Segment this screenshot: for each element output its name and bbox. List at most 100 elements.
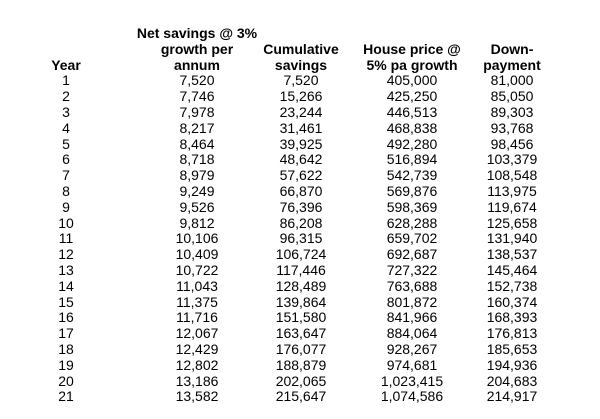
column-header-down-payment: Down- payment <box>483 40 541 73</box>
cell-net-savings: 7,746 <box>179 88 215 105</box>
cell-year: 1 <box>62 72 70 89</box>
cell-net-savings: 9,812 <box>179 214 215 231</box>
cell-house-price: 628,288 <box>386 214 438 231</box>
cell-net-savings: 12,802 <box>175 356 219 373</box>
table-row: 3 7,978 23,244 446,513 89,303 <box>26 103 600 121</box>
table-row: 16 11,716 151,580 841,966 168,393 <box>26 310 600 326</box>
cell-house-price: 492,280 <box>386 135 438 152</box>
cell-down-payment: 125,658 <box>486 214 538 231</box>
cell-year: 16 <box>58 309 74 326</box>
table-row: 11 10,106 96,315 659,702 131,940 <box>26 231 600 247</box>
cell-cumulative-savings: 188,879 <box>275 356 327 373</box>
cell-cumulative-savings: 176,077 <box>275 340 327 357</box>
cell-net-savings: 11,375 <box>176 293 218 310</box>
cell-down-payment: 194,936 <box>486 356 538 373</box>
cell-down-payment: 145,464 <box>486 261 538 278</box>
cell-house-price: 569,876 <box>386 182 438 199</box>
cell-year: 12 <box>58 246 74 263</box>
cell-cumulative-savings: 215,647 <box>275 388 327 405</box>
table-row: 1 7,520 7,520 405,000 81,000 <box>26 73 600 89</box>
cell-year: 2 <box>62 88 70 105</box>
cell-cumulative-savings: 163,647 <box>275 325 327 342</box>
cell-down-payment: 176,813 <box>486 325 538 342</box>
cell-cumulative-savings: 76,396 <box>279 198 323 215</box>
cell-net-savings: 8,718 <box>179 151 215 168</box>
cell-net-savings: 9,526 <box>179 198 215 215</box>
table-row: 20 13,186 202,065 1,023,415 204,683 <box>26 372 600 390</box>
cell-year: 11 <box>58 230 74 247</box>
cell-year: 9 <box>62 198 70 215</box>
table-row: 7 8,979 57,622 542,739 108,548 <box>26 167 600 184</box>
cell-cumulative-savings: 39,925 <box>279 135 323 152</box>
cell-year: 6 <box>62 151 70 168</box>
table-row: 10 9,812 86,208 628,288 125,658 <box>26 214 600 232</box>
cell-year: 4 <box>62 119 70 136</box>
table-row: 12 10,409 106,724 692,687 138,537 <box>26 246 600 263</box>
cell-down-payment: 89,303 <box>490 103 534 120</box>
cell-cumulative-savings: 96,315 <box>279 230 323 247</box>
cell-cumulative-savings: 7,520 <box>283 72 319 89</box>
cell-cumulative-savings: 31,461 <box>279 119 323 136</box>
cell-cumulative-savings: 139,864 <box>275 293 327 310</box>
table-row: 4 8,217 31,461 468,838 93,768 <box>26 119 600 137</box>
cell-net-savings: 13,186 <box>175 372 219 389</box>
cell-house-price: 405,000 <box>386 72 438 89</box>
cell-net-savings: 7,978 <box>179 103 215 120</box>
table-row: 13 10,722 117,446 727,322 145,464 <box>26 261 600 279</box>
cell-down-payment: 160,374 <box>486 293 538 310</box>
cell-year: 10 <box>58 214 74 231</box>
column-header-house-price: House price @ 5% pa growth <box>363 40 461 73</box>
cell-down-payment: 214,917 <box>486 388 538 405</box>
cell-net-savings: 11,043 <box>176 277 218 294</box>
table-row: 21 13,582 215,647 1,074,586 214,917 <box>26 389 600 405</box>
cell-house-price: 763,688 <box>386 277 438 294</box>
cell-house-price: 516,894 <box>386 151 438 168</box>
cell-net-savings: 13,582 <box>175 388 219 405</box>
cell-house-price: 659,702 <box>386 230 438 247</box>
table-row: 19 12,802 188,879 974,681 194,936 <box>26 356 600 374</box>
cell-cumulative-savings: 66,870 <box>279 182 323 199</box>
table-row: 17 12,067 163,647 884,064 176,813 <box>26 325 600 342</box>
table-row: 18 12,429 176,077 928,267 185,653 <box>26 340 600 358</box>
cell-house-price: 727,322 <box>386 261 438 278</box>
cell-net-savings: 11,716 <box>176 309 218 326</box>
cell-cumulative-savings: 23,244 <box>279 103 323 120</box>
cell-down-payment: 103,379 <box>486 151 538 168</box>
table-row: 14 11,043 128,489 763,688 152,738 <box>26 277 600 295</box>
cell-cumulative-savings: 106,724 <box>275 246 327 263</box>
cell-cumulative-savings: 48,642 <box>279 151 323 168</box>
cell-cumulative-savings: 15,266 <box>279 88 323 105</box>
cell-year: 19 <box>58 356 74 373</box>
cell-down-payment: 138,537 <box>486 246 538 263</box>
cell-net-savings: 7,520 <box>179 72 215 89</box>
cell-year: 7 <box>62 167 70 184</box>
column-header-net-savings: Net savings @ 3% growth per annum <box>136 25 258 73</box>
cell-down-payment: 113,975 <box>487 182 537 199</box>
cell-year: 21 <box>58 388 74 405</box>
table-row: 9 9,526 76,396 598,369 119,674 <box>26 198 600 216</box>
cell-down-payment: 93,768 <box>490 119 534 136</box>
cell-net-savings: 12,067 <box>175 325 219 342</box>
cell-house-price: 928,267 <box>386 340 438 357</box>
cell-net-savings: 8,979 <box>179 167 215 184</box>
column-header-year: Year <box>51 56 81 73</box>
table-row: 8 9,249 66,870 569,876 113,975 <box>26 182 600 200</box>
cell-down-payment: 85,050 <box>490 88 534 105</box>
cell-down-payment: 152,738 <box>486 277 538 294</box>
table-row: 6 8,718 48,642 516,894 103,379 <box>26 152 600 168</box>
cell-down-payment: 81,000 <box>490 72 534 89</box>
cell-house-price: 974,681 <box>386 356 438 373</box>
cell-down-payment: 98,456 <box>490 135 534 152</box>
cell-year: 17 <box>58 325 74 342</box>
cell-year: 20 <box>58 372 74 389</box>
cell-down-payment: 108,548 <box>486 167 538 184</box>
cell-year: 5 <box>62 135 70 152</box>
table-body: 1 7,520 7,520 405,000 81,000 2 7,746 15,266 425,… <box>26 73 600 405</box>
column-header-cumulative-savings: Cumulative savings <box>263 40 339 73</box>
cell-year: 3 <box>62 103 70 120</box>
cell-net-savings: 10,409 <box>175 246 219 263</box>
cell-cumulative-savings: 86,208 <box>279 214 323 231</box>
cell-house-price: 801,872 <box>386 293 438 310</box>
cell-down-payment: 119,674 <box>487 198 537 215</box>
cell-net-savings: 10,722 <box>175 261 219 278</box>
